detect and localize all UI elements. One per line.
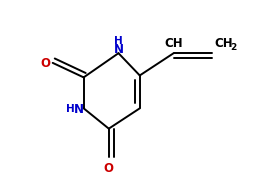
Text: N: N: [74, 103, 84, 116]
Text: CH: CH: [164, 37, 183, 50]
Text: O: O: [104, 162, 114, 175]
Text: H: H: [114, 36, 123, 46]
Text: O: O: [40, 57, 50, 70]
Text: H: H: [66, 104, 74, 114]
Text: N: N: [113, 43, 123, 56]
Text: 2: 2: [231, 43, 237, 52]
Text: CH: CH: [214, 37, 233, 50]
